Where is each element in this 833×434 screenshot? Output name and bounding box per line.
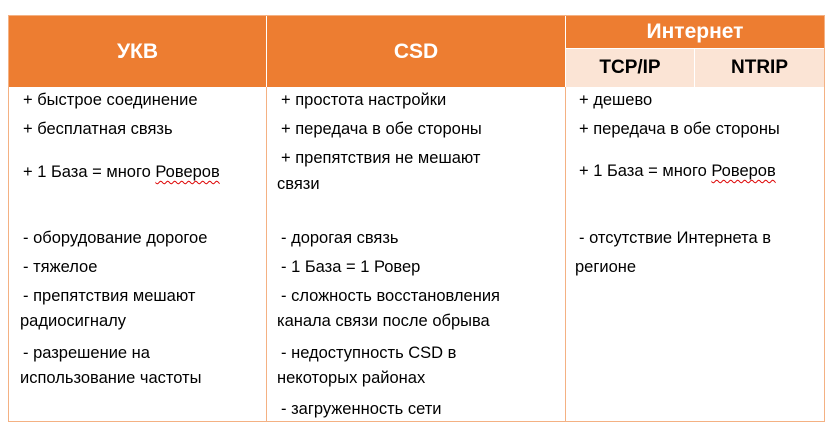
internet-pro-text: + 1 База = много bbox=[579, 162, 712, 180]
comparison-table: УКВ CSD Интернет TCP/IP NTRIP + быстрое … bbox=[8, 15, 825, 422]
csd-pro: + препятствия не мешают bbox=[281, 149, 481, 167]
ukv-con: радиосигналу bbox=[20, 312, 127, 330]
header-tcpip: TCP/IP bbox=[566, 49, 694, 87]
header-csd: CSD bbox=[267, 16, 565, 87]
ukv-con: использование частоты bbox=[20, 369, 202, 387]
csd-pro: + простота настройки bbox=[281, 91, 447, 109]
ukv-pro-text: Роверов bbox=[155, 163, 220, 181]
csd-con: - недоступность CSD в bbox=[281, 344, 457, 362]
internet-con: регионе bbox=[575, 258, 637, 276]
internet-pro: + дешево bbox=[579, 91, 653, 109]
ukv-con: - тяжелое bbox=[23, 258, 98, 276]
csd-con: - сложность восстановления bbox=[281, 287, 500, 305]
csd-con: - загруженность сети bbox=[281, 400, 442, 418]
csd-con: - 1 База = 1 Ровер bbox=[281, 258, 421, 276]
ukv-pro: + быстрое соединение bbox=[23, 91, 198, 109]
internet-con: - отсутствие Интернета в bbox=[579, 229, 772, 247]
header-internet: Интернет bbox=[566, 16, 824, 48]
csd-con: - дорогая связь bbox=[281, 229, 399, 247]
ukv-con: - разрешение на bbox=[23, 344, 150, 362]
csd-con: канала связи после обрыва bbox=[277, 312, 490, 330]
internet-pro-text: Роверов bbox=[711, 162, 776, 180]
internet-pro: + передача в обе стороны bbox=[579, 120, 780, 138]
csd-pro: + передача в обе стороны bbox=[281, 120, 482, 138]
header-ntrip: NTRIP bbox=[695, 49, 824, 87]
csd-con: некоторых районах bbox=[277, 369, 426, 387]
csd-pro: связи bbox=[277, 175, 320, 193]
column-divider bbox=[266, 87, 267, 421]
column-divider bbox=[565, 87, 566, 421]
ukv-pro: + 1 База = много Роверов bbox=[23, 160, 220, 185]
internet-pro: + 1 База = много Роверов bbox=[579, 159, 776, 184]
ukv-con: - оборудование дорогое bbox=[23, 229, 208, 247]
ukv-pro: + бесплатная связь bbox=[23, 120, 173, 138]
ukv-pro-text: + 1 База = много bbox=[23, 163, 156, 181]
ukv-con: - препятствия мешают bbox=[23, 287, 196, 305]
header-ukv: УКВ bbox=[9, 16, 266, 87]
